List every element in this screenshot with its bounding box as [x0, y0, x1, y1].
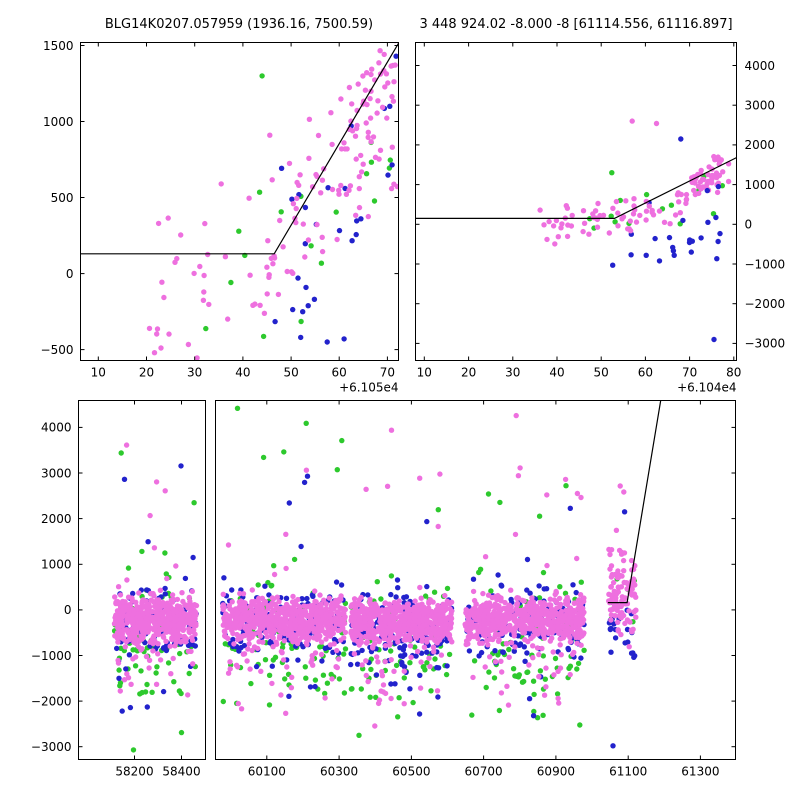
panel-bottom-right: 60100 60300 60500 60700 60900 61100 61300 — [215, 400, 736, 779]
y-tick-label: −3000 — [31, 740, 72, 754]
scatter-points — [146, 42, 399, 361]
x-axis-offset-label: +6.104e4 — [677, 381, 736, 395]
x-tick-label: 40 — [549, 366, 564, 380]
y-tick-label: 0 — [745, 218, 753, 232]
x-axis-offset-label: +6.105e4 — [339, 381, 398, 395]
x-tick-label: 60300 — [320, 765, 358, 779]
y-tick-label: 500 — [51, 191, 74, 205]
axes-spines — [78, 400, 206, 760]
x-ticks: 10 20 30 40 50 60 70 — [91, 42, 395, 380]
x-ticks: 58200 58400 — [115, 400, 201, 779]
scatter-points — [537, 118, 732, 343]
y-tick-label: 1000 — [43, 115, 74, 129]
axes-spines — [80, 42, 399, 361]
scatter-points — [111, 442, 200, 753]
y-tick-label: 0 — [64, 603, 72, 617]
panel-bottom-left: 58200 58400 −3000 −2000 −1000 0 1000 2000 3000 40… — [31, 400, 206, 779]
top-right-panel-title: 3 448 924.02 -8.000 -8 [61114.556, 61116… — [419, 17, 733, 32]
x-tick-label: 30 — [505, 366, 520, 380]
y-tick-label: 2000 — [745, 138, 776, 152]
axes-spines — [215, 400, 736, 760]
x-tick-label: 61100 — [609, 765, 647, 779]
fit-line — [415, 157, 737, 219]
x-tick-label: 50 — [283, 366, 298, 380]
y-ticks: −3000 −2000 −1000 0 1000 2000 3000 4000 — [415, 59, 786, 351]
y-tick-label: 3000 — [745, 98, 776, 112]
x-ticks: 60100 60300 60500 60700 60900 61100 61300 — [248, 400, 719, 779]
y-tick-label: −2000 — [31, 694, 72, 708]
top-left-panel-title: BLG14K0207.057959 (1936.16, 7500.59) — [104, 17, 374, 32]
fit-line — [607, 400, 662, 604]
y-tick-label: 4000 — [745, 59, 776, 73]
x-tick-label: 60900 — [537, 765, 575, 779]
y-tick-label: 1000 — [41, 558, 72, 572]
y-ticks: −3000 −2000 −1000 0 1000 2000 3000 4000 — [31, 421, 83, 754]
x-tick-label: 58200 — [115, 765, 153, 779]
x-tick-label: 40 — [235, 366, 250, 380]
panel-top-left: 10 20 30 40 50 60 70+6.105e4 −500 0 500 1000 1500 — [41, 39, 399, 395]
scatter-points — [220, 405, 639, 749]
fit-line — [80, 42, 399, 255]
y-tick-label: −2000 — [745, 297, 786, 311]
y-tick-label: 1000 — [745, 178, 776, 192]
y-tick-label: −3000 — [745, 337, 786, 351]
x-ticks: 10 20 30 40 50 60 70 80 — [417, 42, 741, 380]
x-tick-label: 10 — [417, 366, 432, 380]
x-tick-label: 80 — [726, 366, 741, 380]
y-ticks: −500 0 500 1000 1500 — [41, 39, 399, 357]
y-tick-label: 0 — [66, 267, 74, 281]
x-tick-label: 20 — [139, 366, 154, 380]
x-tick-label: 61300 — [681, 765, 719, 779]
y-tick-label: 4000 — [41, 421, 72, 435]
y-tick-label: −1000 — [745, 257, 786, 271]
x-tick-label: 70 — [380, 366, 395, 380]
y-tick-label: 2000 — [41, 512, 72, 526]
panel-top-right: 10 20 30 40 50 60 70 80+6.104e4 −3000 −2000 −1000 0… — [415, 42, 786, 395]
x-tick-label: 58400 — [162, 765, 200, 779]
y-ticks — [731, 426, 736, 748]
x-tick-label: 20 — [461, 366, 476, 380]
y-tick-label: 3000 — [41, 466, 72, 480]
x-tick-label: 60500 — [392, 765, 430, 779]
x-tick-label: 60100 — [248, 765, 286, 779]
x-tick-label: 70 — [682, 366, 697, 380]
y-tick-label: −1000 — [31, 649, 72, 663]
x-tick-label: 50 — [594, 366, 609, 380]
x-tick-label: 60 — [638, 366, 653, 380]
x-tick-label: 30 — [187, 366, 202, 380]
x-tick-label: 60700 — [465, 765, 503, 779]
axes-spines — [415, 42, 737, 361]
x-tick-label: 10 — [91, 366, 106, 380]
y-tick-label: 1500 — [43, 39, 74, 53]
y-tick-label: −500 — [41, 343, 74, 357]
x-tick-label: 60 — [332, 366, 347, 380]
